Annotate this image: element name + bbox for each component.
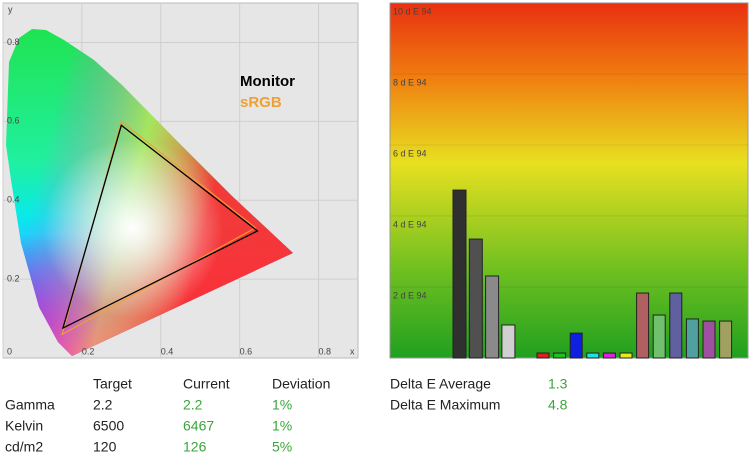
bar: [569, 332, 583, 359]
bar: [619, 352, 633, 359]
bar: [702, 320, 716, 359]
legend-label: Monitor: [240, 73, 295, 90]
y-tick-label: 0.4: [7, 195, 20, 205]
x-tick-label: 0.4: [161, 346, 174, 356]
legend-label: sRGB: [240, 94, 282, 111]
summary-cell: 1.3: [548, 376, 568, 392]
table-cell: 120: [93, 439, 117, 455]
y-axis-label: y: [8, 4, 13, 14]
gamut-triangle: [61, 124, 259, 330]
y-tick-label: 0.6: [7, 116, 20, 126]
summary-cell: Delta E Average: [390, 376, 491, 392]
table-header: Deviation: [272, 376, 330, 392]
bar: [586, 352, 600, 359]
y-tick-label: 2 d E 94: [393, 290, 427, 300]
table-header: Current: [183, 376, 230, 392]
table-cell: 2.2: [183, 397, 203, 413]
y-tick-label: 8 d E 94: [393, 77, 427, 87]
y-tick-label: 10 d E 94: [393, 6, 432, 16]
bar: [636, 292, 650, 359]
x-tick-label: 0: [7, 346, 12, 356]
bar: [652, 314, 666, 359]
table-cell: Kelvin: [5, 418, 43, 434]
bar: [553, 352, 567, 359]
y-tick-label: 0.8: [7, 37, 20, 47]
bar: [602, 352, 616, 359]
bar: [536, 352, 550, 359]
table-cell: 5%: [272, 439, 292, 455]
x-tick-label: 0.2: [82, 346, 95, 356]
bar: [719, 320, 733, 359]
table-cell: 126: [183, 439, 207, 455]
table-cell: 2.2: [93, 397, 113, 413]
summary-cell: Delta E Maximum: [390, 397, 500, 413]
bar: [468, 238, 483, 359]
bar: [485, 275, 500, 359]
y-tick-label: 4 d E 94: [393, 219, 427, 229]
table-cell: 6467: [183, 418, 214, 434]
y-tick-label: 0.2: [7, 273, 20, 283]
x-tick-label: 0.6: [240, 346, 253, 356]
table-cell: 1%: [272, 418, 292, 434]
bar: [452, 189, 467, 359]
x-axis-label: x: [350, 346, 355, 356]
y-tick-label: 6 d E 94: [393, 148, 427, 158]
bar: [669, 292, 683, 359]
summary-cell: 4.8: [548, 397, 568, 413]
bar-plot-area: [389, 2, 749, 359]
table-cell: cd/m2: [5, 439, 43, 455]
x-tick-label: 0.8: [319, 346, 332, 356]
table-cell: 1%: [272, 397, 292, 413]
table-cell: Gamma: [5, 397, 55, 413]
table-header: Target: [93, 376, 132, 392]
bar: [685, 318, 699, 359]
bar: [501, 324, 516, 359]
table-cell: 6500: [93, 418, 124, 434]
